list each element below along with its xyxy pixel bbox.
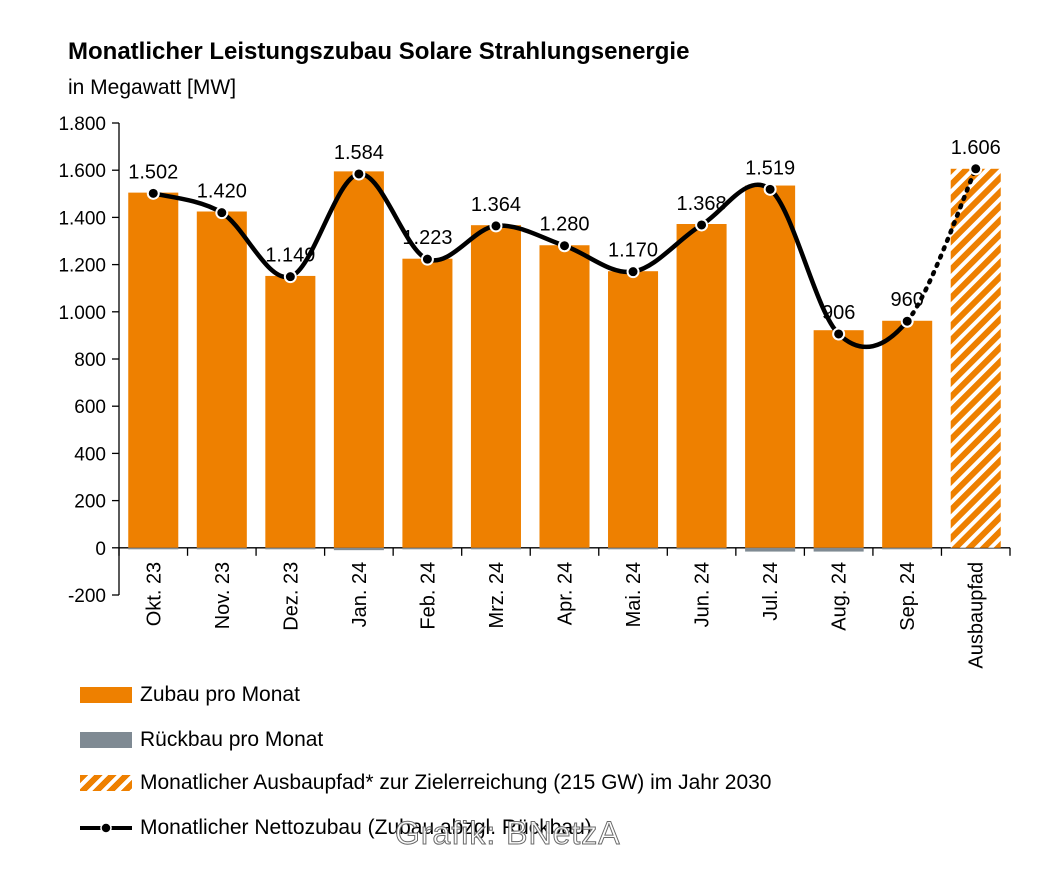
chart-subtitle: in Megawatt [MW] bbox=[68, 76, 237, 99]
net-line-layer bbox=[146, 162, 983, 350]
y-tick-label: 600 bbox=[74, 397, 106, 418]
rueckbau-bar bbox=[470, 547, 521, 550]
data-label: 1.364 bbox=[471, 194, 521, 216]
rueckbau-bar bbox=[676, 547, 727, 550]
zubau-bar bbox=[128, 192, 179, 548]
net-line-dotted bbox=[904, 166, 978, 324]
legend-label-zubau: Zubau pro Monat bbox=[140, 683, 300, 706]
labels-layer: 1.502 1.420 1.149 1.584 1.223 1.364 1.280 1.170… bbox=[128, 137, 1001, 324]
zubau-bar bbox=[402, 258, 453, 548]
legend-swatch-zubau bbox=[80, 687, 132, 703]
zubau-bar bbox=[539, 245, 590, 548]
rueckbau-bar bbox=[608, 547, 659, 550]
y-tick-label: 200 bbox=[74, 492, 106, 513]
y-tick-label: 400 bbox=[74, 444, 106, 465]
y-tick-label: 1.000 bbox=[58, 303, 106, 324]
y-tick-label: 800 bbox=[74, 350, 106, 371]
axes-layer: -200 0 200 400 600 800 1.000 1.200 1.400 1.600 1.8… bbox=[58, 114, 1011, 669]
x-category-label: Ausbaupfad bbox=[966, 562, 988, 669]
x-category-label: Jan. 24 bbox=[349, 562, 371, 628]
y-tick-label: 1.600 bbox=[58, 161, 106, 182]
data-label: 1.502 bbox=[128, 161, 178, 183]
data-label: 1.584 bbox=[334, 142, 384, 164]
x-category-label: Feb. 24 bbox=[417, 562, 439, 630]
rueckbau-bar bbox=[402, 547, 453, 550]
rueckbau-bar bbox=[128, 547, 179, 550]
chart-title: Monatlicher Leistungszubau Solare Strahl… bbox=[68, 38, 690, 65]
legend-item-nettozubau: Monatlicher Nettozubau (Zubau abzgl. Rüc… bbox=[80, 816, 592, 840]
data-label: 906 bbox=[822, 302, 855, 324]
data-label: 1.606 bbox=[951, 137, 1001, 159]
x-category-label: Mrz. 24 bbox=[486, 562, 508, 629]
rueckbau-bar bbox=[196, 547, 247, 550]
net-line-point bbox=[420, 252, 434, 266]
net-line-point bbox=[489, 219, 503, 233]
net-line-point bbox=[969, 162, 983, 176]
net-line-point bbox=[763, 182, 777, 196]
x-category-label: Jun. 24 bbox=[692, 562, 714, 628]
net-line-point bbox=[832, 327, 846, 341]
x-category-label: Dez. 23 bbox=[280, 562, 302, 631]
zubau-bar bbox=[882, 320, 933, 548]
data-label: 960 bbox=[891, 289, 924, 311]
legend-item-zubau: Zubau pro Monat bbox=[80, 683, 300, 707]
legend-item-rueckbau: Rückbau pro Monat bbox=[80, 728, 323, 752]
net-line-point bbox=[626, 265, 640, 279]
legend-label-ausbaupfad: Monatlicher Ausbaupfad* zur Zielerreichu… bbox=[140, 771, 772, 794]
rueckbau-bar bbox=[813, 547, 864, 552]
zubau-bar bbox=[813, 330, 864, 548]
rueckbau-bar bbox=[265, 547, 316, 550]
net-line-point bbox=[146, 186, 160, 200]
y-tick-label: 1.800 bbox=[58, 114, 106, 135]
rueckbau-bar bbox=[745, 547, 796, 552]
legend-label-nettozubau: Monatlicher Nettozubau (Zubau abzgl. Rüc… bbox=[140, 816, 592, 839]
legend-swatch-rueckbau bbox=[80, 732, 132, 748]
zubau-bar bbox=[608, 271, 659, 548]
y-tick-label: 1.400 bbox=[58, 208, 106, 229]
watermark: Grafik: BNetzA bbox=[395, 815, 621, 852]
zubau-bar bbox=[745, 185, 796, 548]
x-category-label: Okt. 23 bbox=[143, 562, 165, 626]
legend-swatch-ausbaupfad bbox=[80, 775, 132, 791]
x-category-label: Nov. 23 bbox=[212, 562, 234, 629]
data-label: 1.280 bbox=[539, 214, 589, 236]
x-category-label: Mai. 24 bbox=[623, 562, 645, 628]
zubau-bar bbox=[196, 211, 247, 548]
zubau-bar bbox=[470, 225, 521, 548]
rueckbau-bar bbox=[539, 547, 590, 550]
net-line-point bbox=[283, 270, 297, 284]
y-tick-label: 0 bbox=[95, 539, 106, 560]
data-label: 1.223 bbox=[402, 227, 452, 249]
zubau-bar bbox=[265, 275, 316, 548]
net-line-point bbox=[558, 239, 571, 253]
x-category-label: Apr. 24 bbox=[555, 562, 577, 625]
net-line-point bbox=[900, 314, 914, 328]
net-line-point bbox=[215, 206, 229, 220]
x-category-label: Sep. 24 bbox=[897, 562, 919, 631]
zubau-bar bbox=[676, 224, 727, 548]
bars-layer bbox=[128, 168, 1001, 552]
legend-label-rueckbau: Rückbau pro Monat bbox=[140, 728, 324, 751]
data-label: 1.170 bbox=[608, 240, 658, 262]
data-label: 1.368 bbox=[677, 193, 727, 215]
legend-swatch-nettozubau bbox=[80, 822, 132, 834]
rueckbau-bar bbox=[882, 547, 933, 550]
y-tick-label: -200 bbox=[68, 586, 106, 607]
data-label: 1.519 bbox=[745, 157, 795, 179]
rueckbau-bar bbox=[333, 547, 384, 551]
y-tick-label: 1.200 bbox=[58, 256, 106, 277]
data-label: 1.420 bbox=[197, 181, 247, 203]
data-label: 1.149 bbox=[265, 245, 315, 267]
zubau-bar bbox=[333, 171, 384, 548]
ausbaupfad-bar bbox=[950, 168, 1001, 548]
x-category-label: Aug. 24 bbox=[829, 562, 851, 631]
net-line-point bbox=[352, 167, 366, 181]
net-line-point bbox=[695, 218, 709, 232]
legend-item-ausbaupfad: Monatlicher Ausbaupfad* zur Zielerreichu… bbox=[80, 771, 771, 795]
x-category-label: Jul. 24 bbox=[760, 562, 782, 621]
